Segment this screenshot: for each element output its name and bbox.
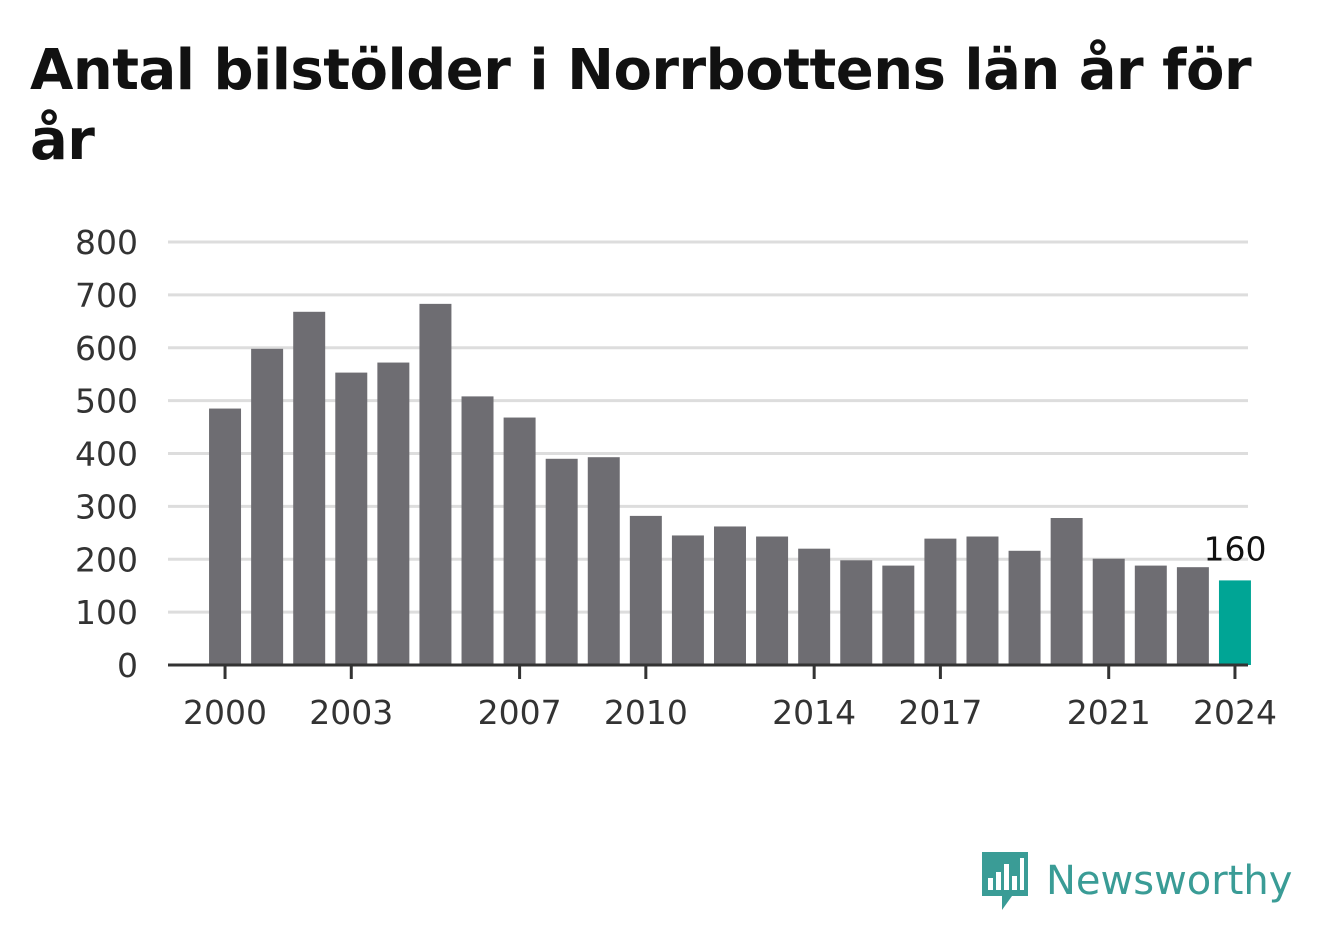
newsworthy-logo: Newsworthy — [980, 850, 1292, 912]
x-axis — [168, 663, 1248, 679]
bar — [293, 311, 326, 665]
bar-chart-speech-bubble-icon — [982, 852, 1028, 910]
gridlines — [168, 240, 1248, 614]
bar — [587, 457, 620, 665]
bar — [924, 538, 957, 665]
y-tick-label: 500 — [75, 382, 138, 421]
y-tick-label: 200 — [75, 540, 138, 579]
highlight-value-label: 160 — [1203, 529, 1266, 568]
bar — [335, 372, 368, 665]
bar — [882, 565, 915, 665]
x-tick-label: 2003 — [309, 693, 393, 732]
x-tick-label: 2017 — [898, 693, 982, 732]
value-labels: 160 — [1203, 529, 1266, 568]
y-tick-label: 600 — [75, 329, 138, 368]
bar — [419, 303, 452, 665]
x-tick-label: 2021 — [1067, 693, 1151, 732]
y-axis-labels: 0 100 200 300 400 500 600 700 800 — [75, 223, 138, 685]
bar — [840, 560, 873, 665]
bar — [1050, 518, 1083, 665]
bar — [209, 408, 242, 665]
brand-name: Newsworthy — [1046, 858, 1293, 904]
bars — [209, 303, 1251, 665]
bar — [1008, 550, 1041, 665]
x-tick-label: 2010 — [604, 693, 688, 732]
bar — [461, 396, 494, 665]
y-tick-label: 400 — [75, 435, 138, 474]
bar — [629, 515, 662, 665]
bar — [714, 526, 746, 665]
y-tick-label: 0 — [117, 646, 138, 685]
x-axis-labels: 2000 2003 2007 2010 2014 2017 2021 2024 — [183, 693, 1277, 732]
x-tick-label: 2024 — [1193, 693, 1277, 732]
bar — [377, 362, 410, 665]
bar — [251, 348, 284, 665]
y-tick-label: 300 — [75, 487, 138, 526]
bar-highlight — [1218, 580, 1251, 665]
bar — [671, 535, 704, 665]
bar — [1176, 567, 1209, 665]
bar — [1134, 565, 1167, 665]
x-tick-label: 2000 — [183, 693, 267, 732]
bar — [503, 417, 536, 665]
y-tick-label: 100 — [75, 593, 138, 632]
bar — [966, 536, 999, 665]
bar — [1092, 558, 1125, 665]
x-tick-label: 2007 — [478, 693, 562, 732]
bar — [545, 458, 578, 665]
x-tick-label: 2014 — [772, 693, 856, 732]
chart-title: Antal bilstölder i Norrbottens län år fö… — [30, 38, 1252, 173]
bar — [798, 548, 831, 665]
y-tick-label: 700 — [75, 276, 138, 315]
bar — [756, 536, 789, 665]
y-tick-label: 800 — [75, 223, 138, 262]
